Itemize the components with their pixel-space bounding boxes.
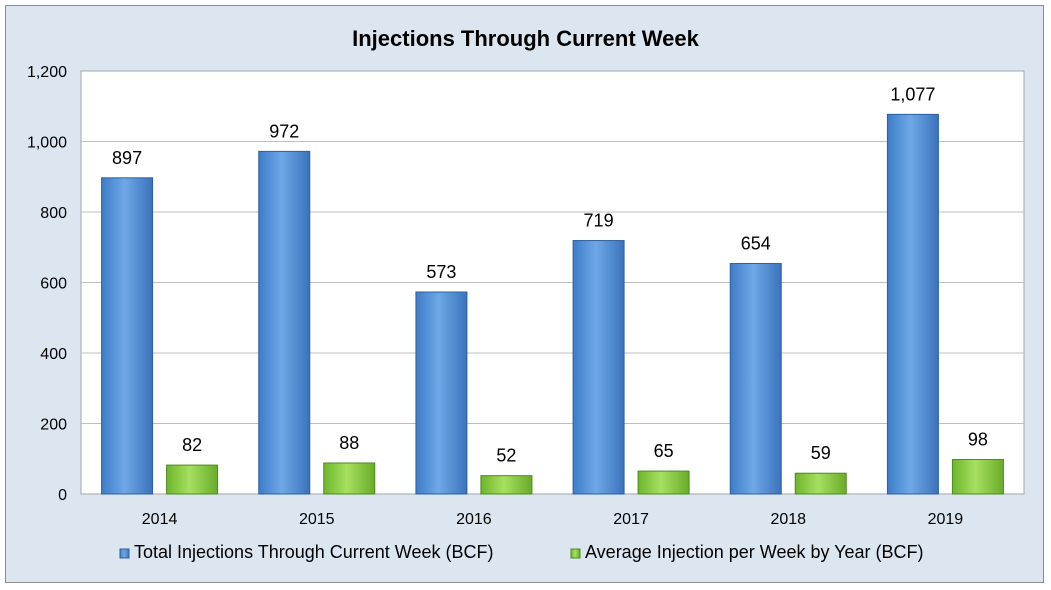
data-label: 82 [182, 435, 202, 455]
data-label: 654 [741, 233, 771, 253]
data-label: 65 [654, 441, 674, 461]
data-label: 1,077 [890, 84, 935, 104]
bar-total-injections [886, 113, 939, 495]
bar-average-injection [637, 470, 690, 495]
y-tick-label: 200 [40, 417, 67, 434]
y-tick-label: 0 [58, 487, 67, 504]
x-tick-label: 2015 [299, 511, 335, 528]
y-tick-label: 800 [40, 205, 67, 222]
data-labels: 897 82 972 88 573 52 719 65 654 59 1,077 98 [112, 84, 988, 465]
data-label: 88 [339, 433, 359, 453]
gridlines [81, 141, 1024, 424]
data-label: 52 [496, 446, 516, 466]
data-label: 59 [811, 443, 831, 463]
y-tick-label: 1,000 [27, 135, 67, 152]
data-label: 972 [269, 121, 299, 141]
data-label: 98 [968, 429, 988, 449]
x-tick-label: 2014 [142, 511, 178, 528]
y-tick-label: 1,200 [27, 64, 67, 81]
data-label: 573 [426, 262, 456, 282]
data-label: 719 [584, 211, 614, 231]
x-tick-label: 2018 [770, 511, 806, 528]
bar-average-injection [166, 464, 219, 495]
x-tick-label: 2016 [456, 511, 492, 528]
bar-average-injection [480, 475, 533, 495]
bar-average-injection [794, 472, 847, 495]
y-tick-label: 400 [40, 346, 67, 363]
chart-frame: Injections Through Current Week 897 82 972… [5, 5, 1044, 583]
x-tick-label: 2019 [928, 511, 964, 528]
legend-label: Average Injection per Week by Year (BCF) [585, 542, 924, 562]
bar-total-injections [729, 262, 782, 495]
bar-total-injections [258, 150, 311, 495]
y-tick-label: 600 [40, 276, 67, 293]
legend-swatch [570, 548, 581, 559]
axes: 0 200 400 600 800 1,000 1,200 2014 2015 2016 2017 2… [27, 64, 963, 528]
legend-label: Total Injections Through Current Week (B… [134, 542, 493, 562]
bar-average-injection [323, 462, 376, 495]
legend: Total Injections Through Current Week (B… [119, 542, 924, 562]
bars [101, 113, 1004, 495]
chart-svg: 897 82 972 88 573 52 719 65 654 59 1,077 98 0 200 400… [27, 64, 1025, 562]
bar-total-injections [572, 240, 625, 495]
bar-total-injections [415, 291, 468, 495]
chart-title: Injections Through Current Week [352, 26, 699, 51]
data-label: 897 [112, 148, 142, 168]
x-tick-label: 2017 [613, 511, 649, 528]
bar-total-injections [101, 177, 154, 495]
legend-swatch [119, 548, 130, 559]
bar-average-injection [951, 458, 1004, 495]
